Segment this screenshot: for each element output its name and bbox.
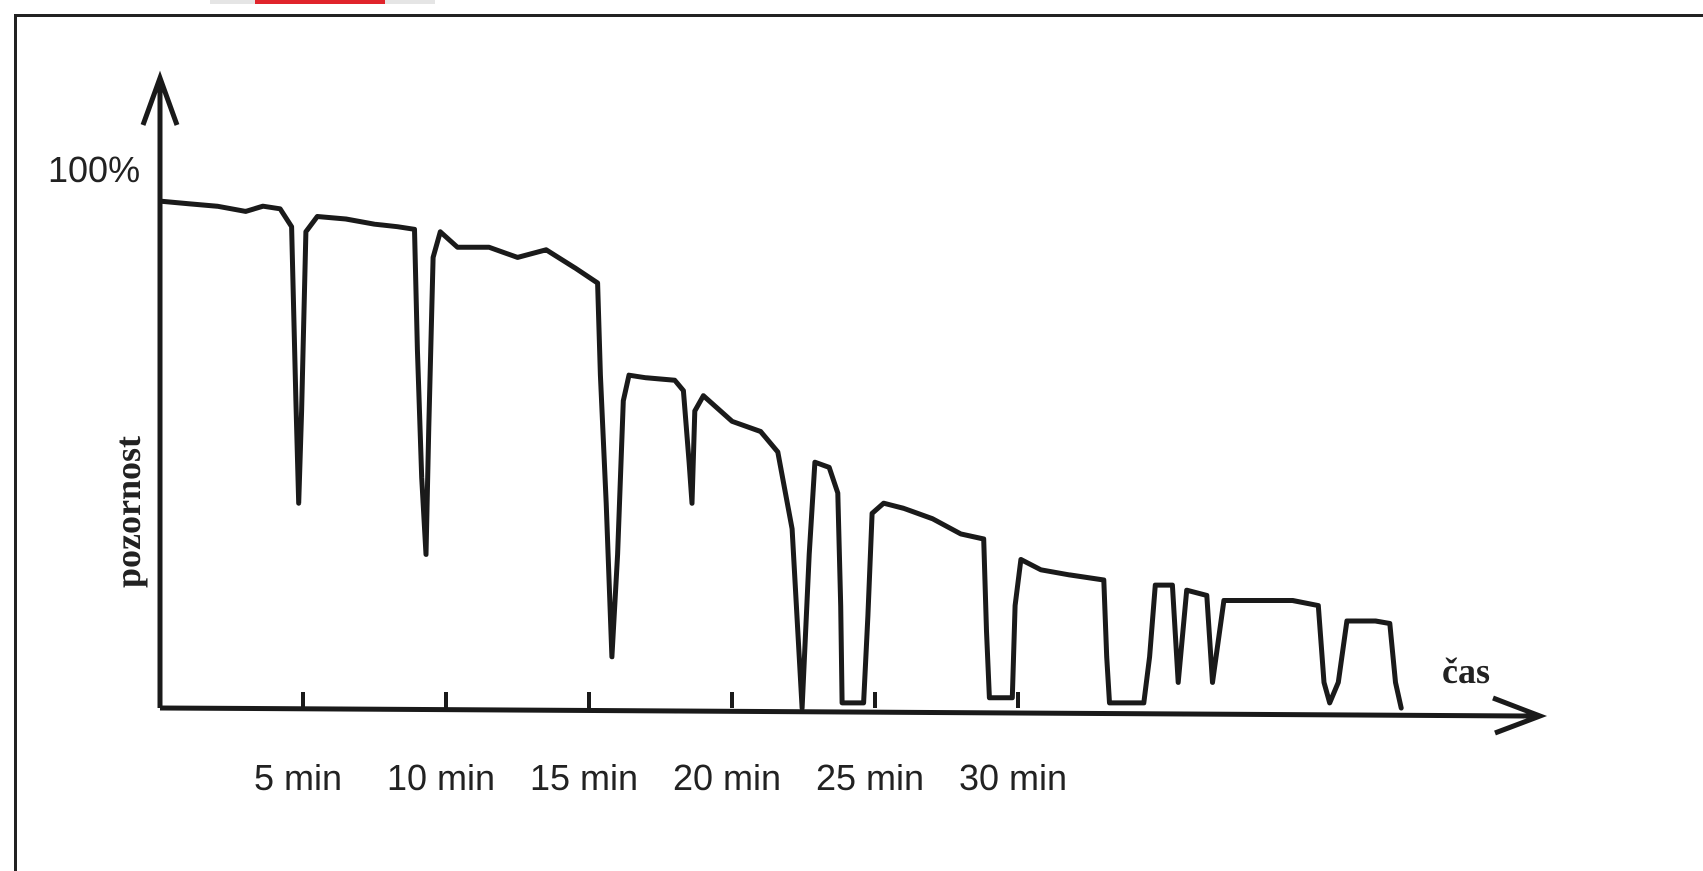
x-axis-title: čas	[1442, 651, 1490, 691]
x-tick-labels: 5 min 10 min 15 min 20 min 25 min 30 min	[254, 757, 1067, 798]
x-tick-label: 25 min	[816, 757, 924, 798]
x-ticks	[301, 692, 1020, 708]
x-axis-arrowhead	[1492, 695, 1548, 736]
chart-axes	[140, 70, 1548, 736]
y-axis-top-label: 100%	[48, 149, 140, 190]
x-tick-label: 20 min	[673, 757, 781, 798]
attention-line	[157, 198, 1404, 711]
x-tick-label: 15 min	[530, 757, 638, 798]
top-edge-red-mark	[255, 0, 385, 4]
y-axis-arrowhead	[140, 70, 180, 126]
x-tick-label: 10 min	[387, 757, 495, 798]
x-tick-label: 5 min	[254, 757, 342, 798]
y-axis-title: pozornost	[108, 436, 148, 588]
x-tick-label: 30 min	[959, 757, 1067, 798]
x-axis-line	[159, 705, 1536, 719]
data-series	[157, 198, 1404, 711]
